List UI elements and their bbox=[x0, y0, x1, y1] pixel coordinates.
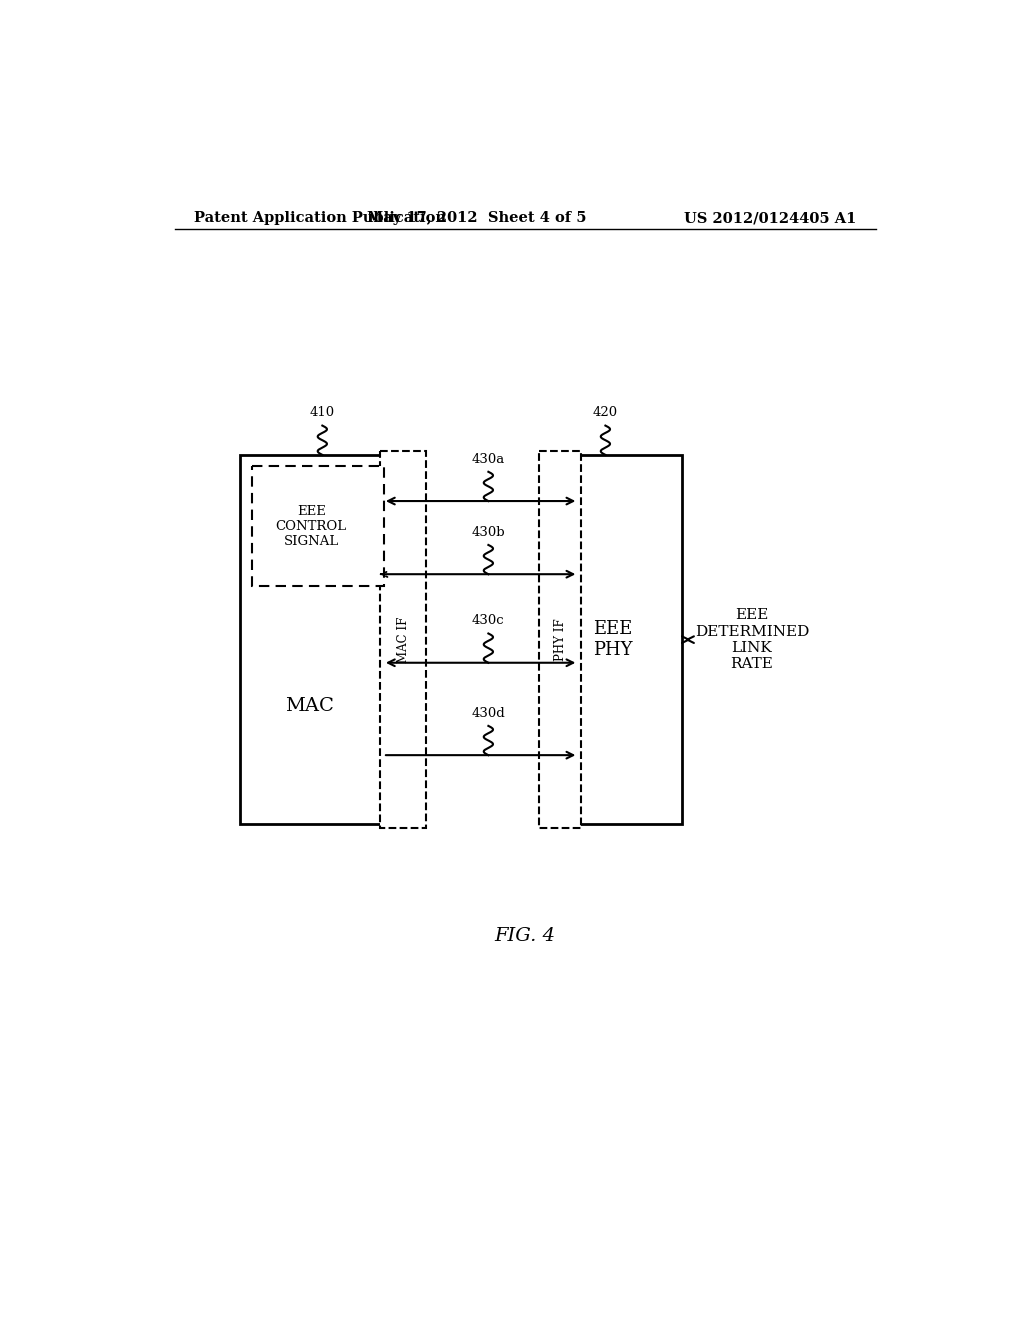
Text: PHY IF: PHY IF bbox=[554, 618, 566, 661]
Bar bbox=[380, 451, 426, 829]
Text: Patent Application Publication: Patent Application Publication bbox=[194, 211, 445, 226]
Text: 430d: 430d bbox=[471, 706, 505, 719]
Text: FIG. 4: FIG. 4 bbox=[495, 927, 555, 945]
Bar bbox=[539, 451, 582, 829]
Text: EEE
DETERMINED
LINK
RATE: EEE DETERMINED LINK RATE bbox=[694, 609, 809, 671]
Text: 430b: 430b bbox=[472, 525, 505, 539]
Text: 410: 410 bbox=[310, 407, 335, 420]
Text: US 2012/0124405 A1: US 2012/0124405 A1 bbox=[684, 211, 856, 226]
Text: EEE
CONTROL
SIGNAL: EEE CONTROL SIGNAL bbox=[275, 504, 347, 548]
Text: 420: 420 bbox=[593, 407, 617, 420]
Text: MAC IF: MAC IF bbox=[396, 616, 410, 663]
Text: MAC: MAC bbox=[285, 697, 334, 715]
Bar bbox=[543, 455, 682, 825]
Text: May 17, 2012  Sheet 4 of 5: May 17, 2012 Sheet 4 of 5 bbox=[367, 211, 587, 226]
Text: 430c: 430c bbox=[472, 614, 505, 627]
Text: 430a: 430a bbox=[472, 453, 505, 466]
Bar bbox=[241, 455, 423, 825]
Text: EEE
PHY: EEE PHY bbox=[593, 620, 632, 659]
Bar bbox=[252, 466, 384, 586]
